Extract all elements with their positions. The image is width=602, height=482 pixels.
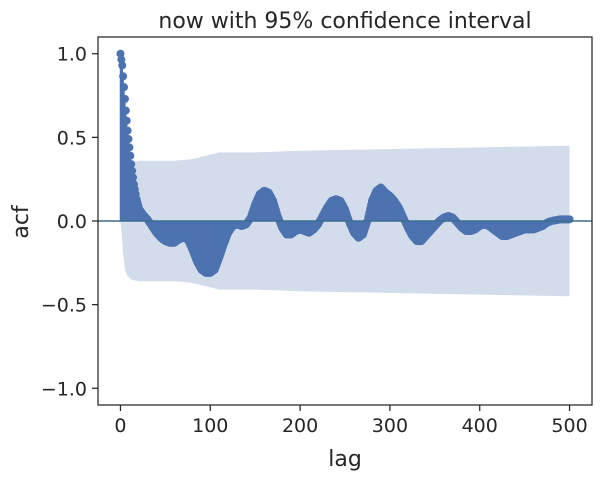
acf-point [117,55,126,64]
acf-point [565,215,574,224]
y-tick-label: 0.0 [57,211,87,233]
acf-point [119,72,128,81]
plot-area [98,49,592,297]
x-tick-label: 500 [551,415,587,437]
axes: 0 100 200 300 400 500 1.0 0.5 0.0 −0.5 −1.0 [41,36,593,437]
acf-point [125,143,134,152]
acf-point [120,94,129,103]
x-axis-label: lag [328,447,362,472]
y-axis-label: acf [9,204,34,239]
y-tick-label: −0.5 [41,295,87,317]
acf-point [116,49,125,58]
acf-point [123,126,132,135]
acf-point [124,135,133,144]
x-tick-label: 200 [282,415,318,437]
acf-point [120,83,129,92]
y-tick-label: −1.0 [41,378,87,400]
acf-point [121,106,130,115]
x-tick-label: 100 [192,415,228,437]
acf-point [128,166,137,175]
acf-point [118,61,127,70]
x-tick-label: 0 [114,415,126,437]
x-tick-label: 400 [462,415,498,437]
chart-title: now with 95% confidence interval [158,9,531,34]
acf-point [127,160,136,169]
x-tick-label: 300 [372,415,408,437]
acf-point [129,173,138,182]
acf-point [122,116,131,125]
y-tick-label: 1.0 [57,44,87,66]
acf-markers [116,49,574,277]
acf-point [126,151,135,160]
y-tick-label: 0.5 [57,127,87,149]
